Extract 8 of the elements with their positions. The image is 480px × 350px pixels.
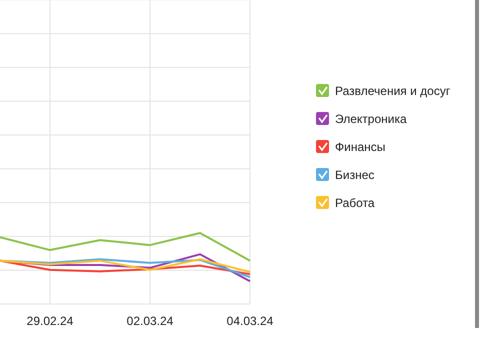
legend-label: Работа [335,196,375,210]
legend-label: Развлечения и досуг [335,84,451,98]
x-tick-label: 02.03.24 [126,314,174,328]
legend-label: Бизнес [335,168,374,182]
x-tick-label: 04.03.24 [226,314,274,328]
legend-label: Электроника [335,112,407,126]
legend-label: Финансы [335,140,386,154]
x-tick-label: 29.02.24 [26,314,74,328]
